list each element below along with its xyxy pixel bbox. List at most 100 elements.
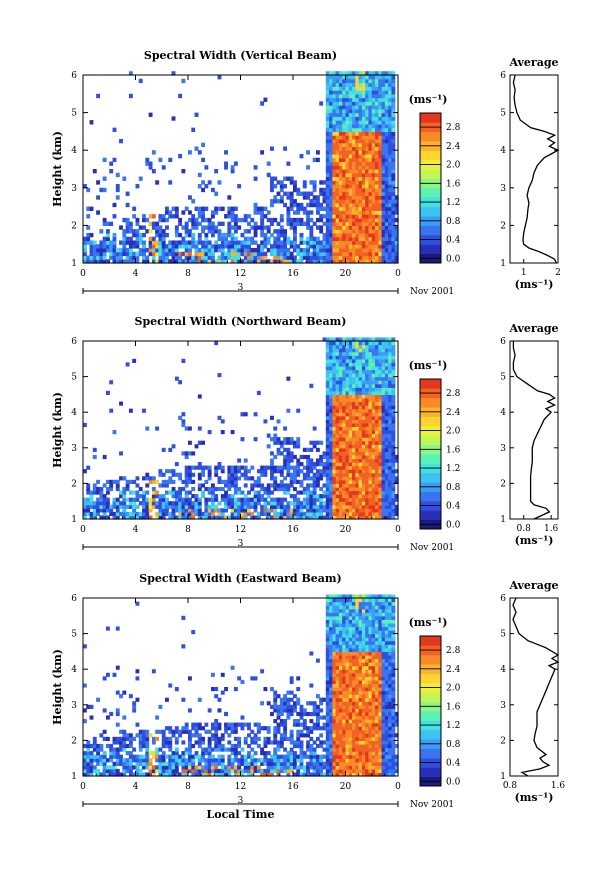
colorbar-tick-label: 0.4 [446, 236, 461, 246]
heatmap-cell [220, 497, 225, 502]
heatmap-cell [132, 255, 137, 260]
heatmap-cell [342, 373, 347, 378]
heatmap-cell [115, 172, 120, 178]
heatmap-cell [375, 341, 379, 346]
heatmap-cell [112, 157, 117, 163]
heatmap-cell [319, 740, 324, 745]
heatmap-cell [368, 255, 373, 260]
heatmap-cell [276, 726, 281, 731]
heatmap-cell [358, 161, 363, 166]
heatmap-cell [309, 476, 314, 481]
heatmap-cell [217, 511, 222, 517]
heatmap-cell [263, 687, 268, 692]
heatmap-cell [181, 515, 186, 520]
heatmap-cell [365, 236, 370, 242]
heatmap-cell [293, 199, 297, 204]
heatmap-cell [270, 772, 274, 777]
heatmap-cell [89, 754, 94, 759]
heatmap-cell [368, 146, 373, 151]
heatmap-cell [286, 765, 291, 770]
heatmap-cell [270, 758, 274, 763]
heatmap-cell [355, 483, 360, 488]
heatmap-cell [276, 758, 281, 763]
heatmap-cell [260, 255, 265, 260]
heatmap-cell [335, 358, 340, 363]
heatmap-cell [224, 772, 228, 777]
heatmap-cell [368, 180, 373, 185]
heatmap-cell [224, 687, 228, 692]
heatmap-cell [378, 251, 383, 257]
heatmap-cell [381, 348, 386, 353]
heatmap-cell [312, 761, 317, 766]
heatmap-cell [332, 387, 337, 392]
heatmap-cell [263, 754, 268, 759]
heatmap-cell [342, 86, 347, 91]
heatmap-cell [270, 465, 274, 470]
heatmap-cell [325, 726, 330, 731]
heatmap-cell [109, 479, 114, 484]
heatmap-cell [368, 176, 373, 181]
heatmap-cell [378, 437, 383, 442]
heatmap-cell [270, 146, 274, 151]
heatmap-cell [332, 135, 337, 140]
heatmap-cell [388, 341, 393, 346]
heatmap-cell [142, 740, 146, 745]
heatmap-cell [381, 458, 386, 463]
heatmap-cell [279, 483, 284, 488]
heatmap-cell [214, 244, 219, 249]
heatmap-cell [165, 255, 169, 260]
heatmap-cell [332, 358, 337, 363]
heatmap-cell [325, 176, 330, 181]
heatmap-cell [355, 405, 360, 410]
heatmap-cell [132, 479, 137, 484]
heatmap-cell [348, 426, 353, 431]
heatmap-cell [217, 255, 222, 260]
heatmap-cell [256, 768, 261, 774]
heatmap-cell [329, 358, 333, 363]
heatmap-cell [256, 210, 261, 215]
heatmap-cell [322, 472, 327, 477]
heatmap-cell [322, 761, 327, 766]
heatmap-cell [174, 508, 179, 513]
heatmap-cell [270, 176, 274, 181]
heatmap-cell [355, 172, 360, 178]
heatmap-cell [361, 247, 366, 253]
heatmap-cell [266, 483, 271, 488]
heatmap-cell [171, 255, 176, 260]
heatmap-cell [345, 365, 350, 371]
heatmap-cell [358, 255, 363, 260]
heatmap-cell [293, 497, 297, 502]
heatmap-cell [279, 472, 284, 477]
heatmap-cell [388, 351, 393, 356]
heatmap-cell [365, 244, 370, 249]
heatmap-cell [325, 426, 330, 431]
heatmap-cell [371, 405, 376, 410]
heatmap-cell [161, 479, 166, 484]
heatmap-cell [355, 348, 360, 353]
heatmap-cell [345, 454, 350, 460]
heatmap-cell [201, 247, 206, 253]
heatmap-cell [178, 515, 183, 520]
heatmap-cell [348, 422, 353, 428]
heatmap-cell [227, 486, 232, 492]
heatmap-cell [329, 483, 333, 488]
heatmap-cell [368, 380, 373, 385]
heatmap-cell [332, 184, 337, 189]
heatmap-cell [178, 380, 183, 385]
heatmap-cell [128, 408, 133, 413]
heatmap-cell [352, 199, 356, 204]
heatmap-cell [168, 180, 173, 185]
heatmap-cell [165, 761, 169, 766]
heatmap-cell [388, 348, 393, 353]
heatmap-cell [355, 169, 360, 174]
heatmap-cell [102, 187, 107, 193]
heatmap-cell [204, 751, 209, 756]
heatmap-cell [145, 515, 150, 520]
heatmap-cell [325, 93, 330, 99]
heatmap-cell [348, 90, 353, 95]
heatmap-cell [355, 387, 360, 392]
heatmap-cell [375, 405, 379, 410]
heatmap-cell [119, 747, 123, 752]
heatmap-cell [381, 483, 386, 488]
heatmap-cell [155, 221, 160, 226]
